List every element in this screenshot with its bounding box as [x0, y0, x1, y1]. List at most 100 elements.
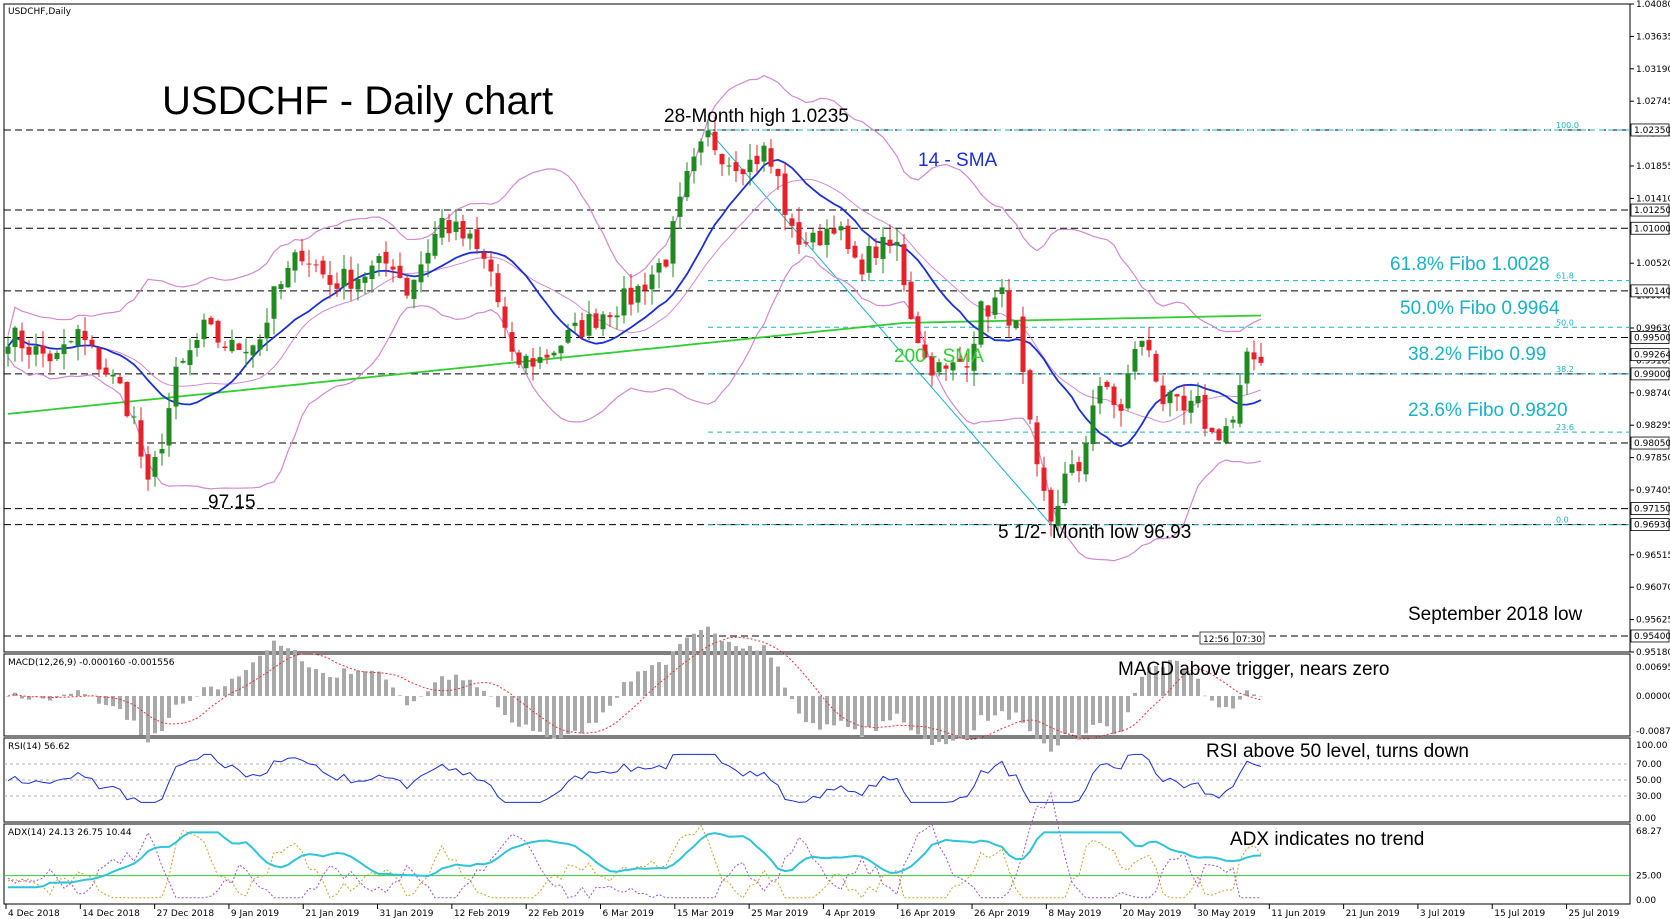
macd-histogram-bar: [160, 696, 164, 732]
candle-body: [761, 145, 767, 162]
rsi-annotation: RSI above 50 level, turns down: [1206, 741, 1469, 762]
candle-body: [117, 376, 123, 384]
macd-histogram-bar: [27, 696, 31, 700]
level-price-label: 0.97150: [1634, 505, 1670, 515]
macd-histogram-bar: [279, 645, 283, 696]
price-tick-label: 0.99630: [1636, 324, 1670, 334]
macd-histogram-bar: [1161, 667, 1165, 696]
macd-histogram-bar: [209, 686, 213, 696]
macd-histogram-bar: [930, 696, 934, 746]
candle-body: [936, 362, 942, 373]
level-price-label: 1.01000: [1634, 224, 1670, 234]
candle-body: [901, 244, 907, 286]
macd-histogram-bar: [244, 670, 248, 696]
macd-histogram-bar: [293, 650, 297, 696]
macd-histogram-bar: [902, 696, 906, 723]
macd-histogram-bar: [1231, 696, 1235, 709]
macd-histogram-bar: [251, 662, 255, 696]
jan-low-annotation: 97.15: [208, 492, 256, 513]
candle-body: [194, 340, 200, 348]
current-price-box: [1630, 348, 1670, 362]
bollinger-middle: [7, 178, 1262, 423]
candle-body: [544, 354, 550, 358]
macd-histogram-bar: [671, 651, 675, 696]
macd-histogram-bar: [1084, 696, 1088, 734]
macd-histogram-bar: [286, 648, 290, 696]
fibo-pct-label: 100.0: [1556, 121, 1579, 130]
price-tick-label: 1.04080: [1636, 0, 1670, 10]
candle-body: [376, 256, 382, 263]
macd-histogram-bar: [489, 696, 493, 697]
macd-histogram-bar: [958, 696, 962, 739]
macd-histogram-bar: [1168, 659, 1172, 696]
macd-histogram-bar: [601, 696, 605, 713]
candle-body: [250, 345, 256, 356]
candle-body: [362, 276, 368, 283]
macd-annotation: MACD above trigger, nears zero: [1118, 659, 1389, 680]
macd-histogram-bar: [552, 696, 556, 739]
candle-body: [579, 320, 585, 338]
candle-body: [61, 344, 67, 355]
candle-body: [782, 173, 788, 215]
candle-body: [894, 241, 900, 246]
candle-body: [243, 351, 249, 354]
macd-histogram-bar: [1056, 696, 1060, 746]
fibo-levels: 100.0 61.8 50.0 38.2 23.6 0.0: [707, 121, 1630, 526]
candle-body: [1167, 391, 1173, 404]
candle-body: [33, 346, 39, 355]
candle-body: [82, 330, 88, 341]
candle-body: [964, 366, 970, 368]
time-tick-label: 16 Apr 2019: [900, 909, 956, 919]
candle-body: [1258, 356, 1264, 363]
macd-histogram-bar: [1224, 696, 1228, 707]
main-panel: [3, 3, 1631, 653]
macd-histogram-bar: [1119, 696, 1123, 732]
macd-histogram-bar: [608, 696, 612, 706]
candle-body: [236, 343, 242, 350]
fibo-pct-label: 38.2: [1556, 365, 1574, 374]
high-annotation: 28-Month high 1.0235: [664, 106, 849, 127]
candle-body: [684, 170, 690, 198]
rsi-tick-label: 70.00: [1636, 760, 1662, 770]
macd-histogram-bar: [545, 696, 549, 737]
macd-histogram-bar: [1133, 692, 1137, 696]
macd-histogram-bar: [713, 633, 717, 696]
macd-histogram-bar: [118, 696, 122, 709]
macd-histogram-bar: [202, 687, 206, 696]
candle-body: [971, 343, 977, 371]
candle-body: [103, 367, 109, 375]
candle-body: [908, 281, 914, 320]
macd-histogram-bar: [874, 696, 878, 732]
macd-histogram-bar: [1049, 696, 1053, 752]
candle-body: [768, 148, 774, 167]
macd-histogram-bar: [41, 696, 45, 699]
macd-histogram-bar: [678, 644, 682, 696]
macd-histogram-bar: [629, 681, 633, 696]
macd-histogram-bar: [797, 696, 801, 714]
adx-panel: [3, 823, 1631, 905]
candle-body: [593, 313, 599, 328]
fibo-500-label: 50.0% Fibo 0.9964: [1400, 298, 1560, 319]
candle-body: [299, 250, 305, 262]
candle-body: [12, 327, 18, 348]
candle-body: [838, 226, 844, 231]
macd-histogram-bar: [580, 696, 584, 734]
macd-histogram-bar: [734, 646, 738, 696]
candle-body: [166, 408, 172, 446]
time-tick-label: 30 May 2019: [1197, 909, 1256, 919]
fibo-382-label: 38.2% Fibo 0.99: [1408, 344, 1546, 365]
time-tick-label: 26 Apr 2019: [974, 909, 1030, 919]
time-tick-label: 25 Mar 2019: [751, 909, 808, 919]
macd-histogram-bar: [622, 682, 626, 696]
price-tick-label: 0.96515: [1636, 551, 1670, 561]
macd-indicator: 0.006955 0.000000 -0.008744: [6, 626, 1670, 752]
candle-body: [159, 449, 165, 454]
macd-histogram-bar: [433, 682, 437, 696]
candle-body: [586, 314, 592, 336]
candle-body: [733, 162, 739, 172]
candle-body: [817, 230, 823, 246]
candle-body: [1125, 373, 1131, 409]
candle-body: [607, 315, 613, 318]
candle-body: [509, 332, 515, 352]
